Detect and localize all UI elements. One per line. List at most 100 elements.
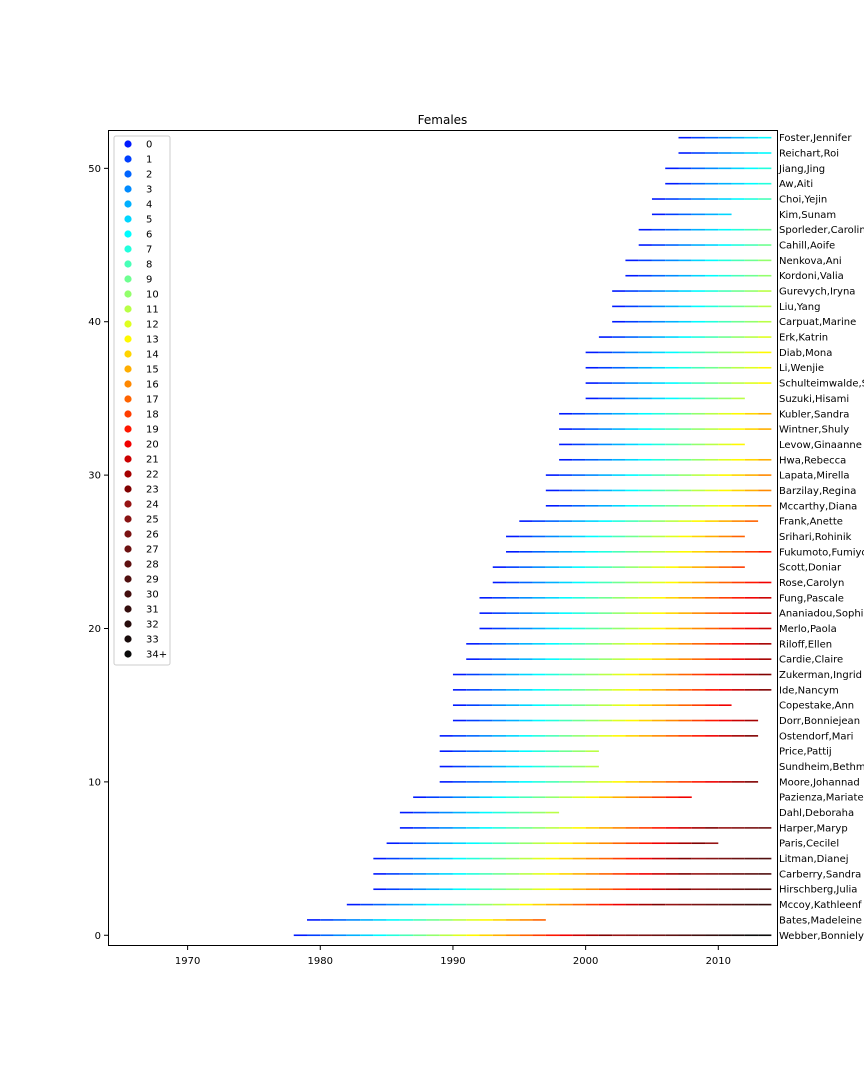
legend-marker bbox=[124, 410, 132, 418]
legend-marker bbox=[124, 200, 132, 208]
legend-label: 19 bbox=[146, 425, 159, 436]
legend-marker bbox=[124, 425, 132, 433]
series-label: Kubler,Sandra bbox=[779, 409, 849, 420]
series-label: Nenkova,Ani bbox=[779, 256, 842, 267]
series-label: Ananiadou,Sophia bbox=[779, 609, 864, 620]
series-label: Price,Pattij bbox=[779, 747, 832, 758]
legend-label: 2 bbox=[146, 170, 152, 181]
series-label: Cahill,Aoife bbox=[779, 241, 835, 252]
series-label: Cardie,Claire bbox=[779, 655, 843, 666]
y-tick-label: 40 bbox=[88, 317, 101, 328]
series-label: Kordoni,Valia bbox=[779, 271, 844, 282]
series-label: Sporleder,Carolin bbox=[779, 225, 864, 236]
series-label: Levow,Ginaanne bbox=[779, 440, 862, 451]
legend-label: 33 bbox=[146, 635, 159, 646]
legend-marker bbox=[124, 140, 132, 148]
legend-marker bbox=[124, 335, 132, 343]
legend-marker bbox=[124, 620, 132, 628]
legend-marker bbox=[124, 635, 132, 643]
series-label: Mccarthy,Diana bbox=[779, 501, 857, 512]
series-label: Schulteimwalde,S bbox=[779, 379, 864, 390]
series-label: Webber,Bonnielynn bbox=[779, 931, 864, 942]
series-label: Dahl,Deboraha bbox=[779, 808, 854, 819]
legend-label: 16 bbox=[146, 380, 159, 391]
series-label: Lapata,Mirella bbox=[779, 471, 850, 482]
legend-marker bbox=[124, 485, 132, 493]
legend-label: 10 bbox=[146, 290, 159, 301]
series-label: Hirschberg,Julia bbox=[779, 885, 857, 896]
legend-label: 31 bbox=[146, 605, 159, 616]
y-tick-label: 0 bbox=[95, 931, 101, 942]
legend-marker bbox=[124, 380, 132, 388]
legend-marker bbox=[124, 215, 132, 223]
legend-label: 22 bbox=[146, 470, 159, 481]
legend-label: 9 bbox=[146, 275, 152, 286]
series-label: Wintner,Shuly bbox=[779, 425, 849, 436]
legend-marker bbox=[124, 560, 132, 568]
series-label: Hwa,Rebecca bbox=[779, 455, 846, 466]
series-label: Li,Wenjie bbox=[779, 363, 824, 374]
legend-box bbox=[113, 135, 171, 666]
legend-label: 32 bbox=[146, 620, 159, 631]
x-tick-label: 1970 bbox=[175, 956, 200, 967]
legend-marker bbox=[124, 290, 132, 298]
x-tick-label: 1980 bbox=[308, 956, 333, 967]
series-label: Jiang,Jing bbox=[778, 164, 825, 175]
legend-marker bbox=[124, 440, 132, 448]
legend-marker bbox=[124, 455, 132, 463]
chart-title: Females bbox=[418, 113, 468, 127]
legend-marker bbox=[124, 605, 132, 613]
series-label: Barzilay,Regina bbox=[779, 486, 856, 497]
series-label: Ostendorf,Mari bbox=[779, 731, 853, 742]
series-label: Erk,Katrin bbox=[779, 333, 828, 344]
series-label: Paris,Cecilel bbox=[779, 839, 839, 850]
legend-label: 21 bbox=[146, 455, 159, 466]
legend-label: 18 bbox=[146, 410, 159, 421]
legend-marker bbox=[124, 185, 132, 193]
series-label: Choi,Yejin bbox=[779, 195, 827, 206]
plot-frame bbox=[108, 130, 778, 946]
legend-label: 1 bbox=[146, 155, 152, 166]
legend-label: 4 bbox=[146, 200, 152, 211]
series-label: Ide,Nancym bbox=[779, 685, 839, 696]
series-label: Bates,Madeleine bbox=[779, 915, 862, 926]
legend-label: 25 bbox=[146, 515, 159, 526]
legend-label: 15 bbox=[146, 365, 159, 376]
legend-label: 13 bbox=[146, 335, 159, 346]
series-label: Kim,Sunam bbox=[779, 210, 836, 221]
series-label: Frank,Anette bbox=[779, 517, 843, 528]
legend-label: 17 bbox=[146, 395, 159, 406]
legend-label: 14 bbox=[146, 350, 159, 361]
series-label: Harper,Maryp bbox=[779, 823, 848, 834]
series-label: Suzuki,Hisami bbox=[779, 394, 849, 405]
series-label: Sundheim,Bethm bbox=[779, 762, 864, 773]
legend-marker bbox=[124, 275, 132, 283]
legend-label: 6 bbox=[146, 230, 152, 241]
series-labels: Webber,Bonnielynn Bates,Madeleine Mccoy,Ka… bbox=[778, 133, 864, 942]
series-label: Litman,Dianej bbox=[779, 854, 849, 865]
legend-label: 12 bbox=[146, 320, 159, 331]
series-label: Rose,Carolyn bbox=[779, 578, 844, 589]
legend-label: 5 bbox=[146, 215, 152, 226]
series-label: Moore,Johannad bbox=[779, 777, 860, 788]
legend-marker bbox=[124, 590, 132, 598]
legend-label: 20 bbox=[146, 440, 159, 451]
legend-label: 29 bbox=[146, 575, 159, 586]
y-tick-label: 30 bbox=[88, 471, 101, 482]
timeline-bars bbox=[293, 136, 772, 937]
legend-label: 27 bbox=[146, 545, 159, 556]
legend-marker bbox=[124, 395, 132, 403]
legend-marker bbox=[124, 650, 132, 658]
legend-marker bbox=[124, 365, 132, 373]
series-label: Zukerman,Ingrid bbox=[779, 670, 862, 681]
legend-marker bbox=[124, 530, 132, 538]
legend-label: 11 bbox=[146, 305, 159, 316]
series-label: Merlo,Paola bbox=[779, 624, 837, 635]
legend-marker bbox=[124, 170, 132, 178]
legend-marker bbox=[124, 575, 132, 583]
series-label: Diab,Mona bbox=[779, 348, 832, 359]
legend-label: 8 bbox=[146, 260, 152, 271]
series-label: Fukumoto,Fumiyo bbox=[779, 547, 864, 558]
y-tick-label: 20 bbox=[88, 624, 101, 635]
